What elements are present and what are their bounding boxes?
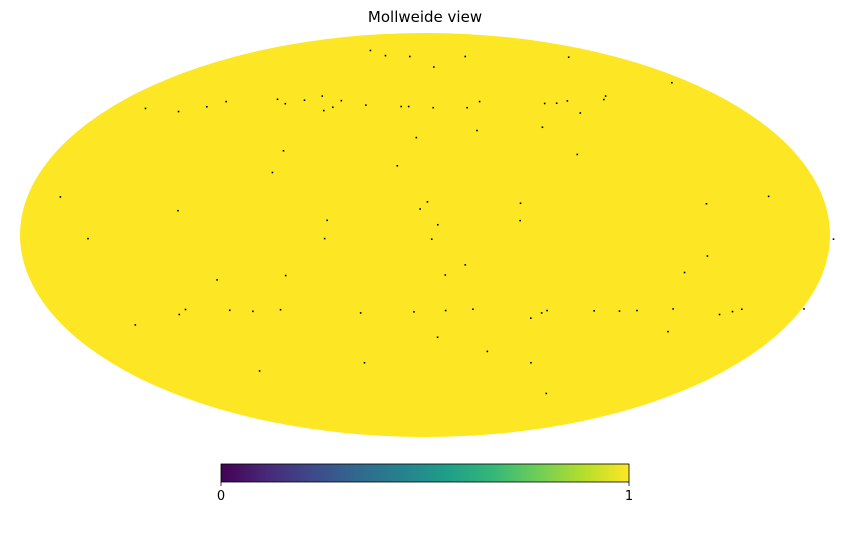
missing-pixel [541,126,544,129]
missing-pixel [444,309,447,312]
missing-pixel [134,324,137,326]
missing-pixel [593,310,595,312]
missing-pixel [321,95,324,97]
missing-pixel [252,310,254,313]
missing-pixel [530,361,532,364]
missing-pixel [604,95,607,97]
missing-pixel [672,308,674,310]
missing-pixel [433,66,435,68]
missing-pixel [636,309,638,312]
missing-pixels-layer [59,49,835,395]
missing-pixel [177,209,179,212]
missing-pixel [413,311,415,313]
missing-pixel [184,308,187,311]
colorbar-tick-label-max: 1 [625,489,633,504]
missing-pixel [322,109,325,112]
missing-pixel [567,56,570,59]
missing-pixel [546,309,548,312]
missing-pixel [540,312,543,314]
missing-pixel [464,55,467,58]
missing-pixel [326,219,328,222]
sky-map-ellipse [20,33,830,437]
missing-pixel [258,370,261,372]
missing-pixel [731,310,734,313]
missing-pixel [519,202,522,205]
missing-pixel [543,102,546,105]
missing-pixel [486,350,489,353]
missing-pixel [667,330,669,333]
missing-pixel [228,309,231,312]
colorbar-gradient [221,464,629,482]
missing-pixel [178,313,181,316]
missing-pixel [216,279,218,281]
missing-pixel [271,171,274,174]
missing-pixel [400,105,403,108]
missing-pixel [365,104,367,106]
missing-pixel [284,102,287,105]
colorbar: 0 1 [217,463,633,504]
missing-pixel [530,317,532,319]
missing-pixel [432,106,435,109]
missing-pixel [323,237,326,240]
missing-pixel [706,255,709,257]
chart-title: Mollweide view [368,8,482,26]
missing-pixel [555,102,558,105]
missing-pixel [276,98,279,101]
missing-pixel [618,310,621,312]
missing-pixel [369,49,372,52]
mollweide-map [20,33,830,437]
missing-pixel [426,201,429,203]
missing-pixel [282,149,285,152]
missing-pixel [767,195,770,198]
missing-pixel [384,54,387,57]
missing-pixel [409,55,411,58]
missing-pixel [832,238,835,240]
missing-pixel [472,308,474,311]
missing-pixel [303,99,306,101]
missing-pixel [683,271,686,274]
missing-pixel [415,136,418,139]
missing-pixel [340,99,343,102]
missing-pixel [177,110,180,113]
colorbar-frame [220,463,630,483]
missing-pixel [407,105,410,108]
missing-pixel [603,98,605,101]
missing-pixel [478,100,481,103]
missing-pixel [705,202,708,205]
missing-pixel [476,129,478,132]
missing-pixel [444,274,447,276]
missing-pixel [803,308,805,310]
missing-pixel [396,165,399,167]
missing-pixel [332,106,334,109]
missing-pixel [671,81,673,84]
missing-pixel [579,112,582,114]
missing-pixel [545,392,548,395]
missing-pixel [225,100,227,103]
missing-pixel [359,312,362,314]
missing-pixel [741,308,743,311]
missing-pixel [576,153,579,156]
missing-pixel [430,238,433,240]
missing-pixel [519,219,521,222]
missing-pixel [718,313,721,316]
missing-pixel [437,223,439,226]
missing-pixel [419,208,421,210]
missing-pixel [466,106,468,109]
missing-pixel [144,107,147,110]
missing-pixel [206,105,208,108]
missing-pixel [436,336,439,339]
missing-pixel [464,264,467,266]
missing-pixel [279,308,282,311]
missing-pixel [566,100,569,102]
colorbar-tick-label-min: 0 [217,489,225,504]
missing-pixel [59,196,62,198]
missing-pixel [363,361,366,364]
missing-pixel [284,274,287,277]
missing-pixel [87,237,89,240]
